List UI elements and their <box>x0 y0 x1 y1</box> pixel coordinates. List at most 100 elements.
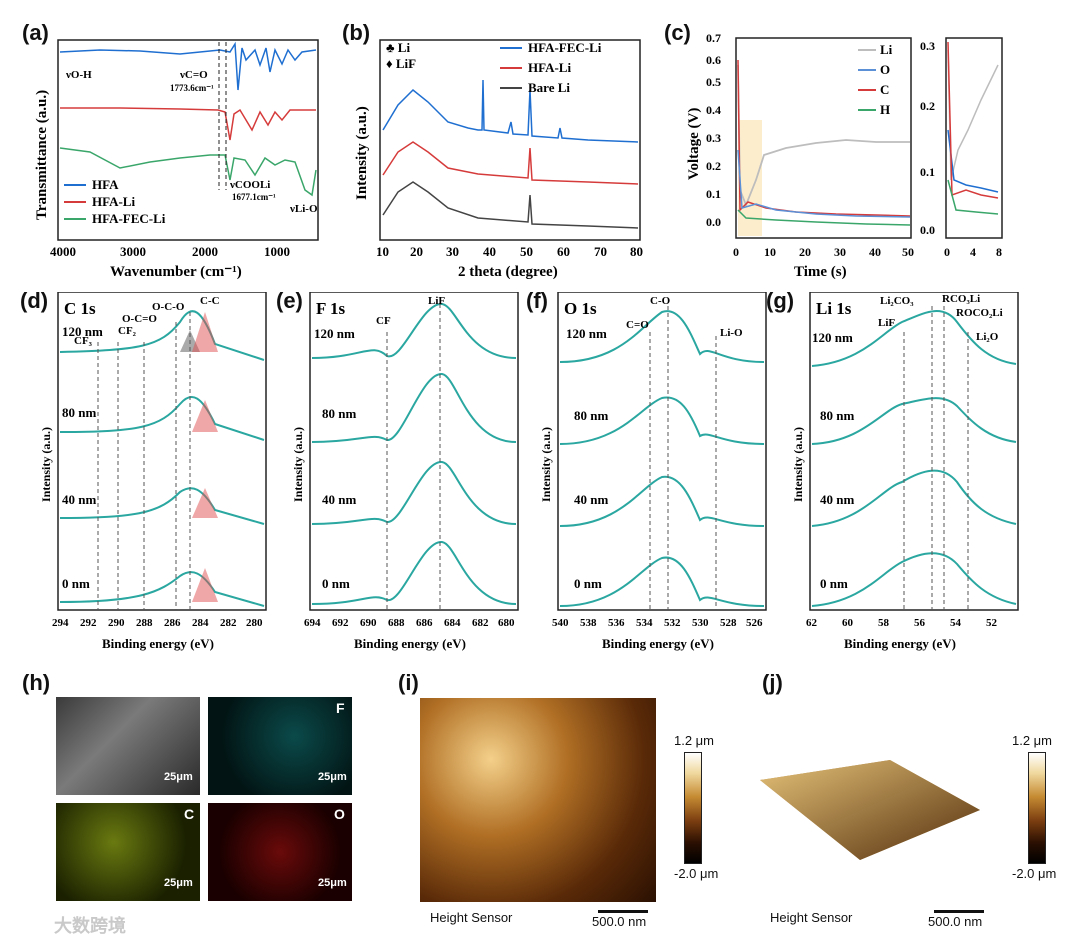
series-hfa-fec-li-xrd <box>382 79 639 143</box>
panel-b-label: (b) <box>342 20 371 45</box>
eds-o-map <box>208 803 352 901</box>
d-ylabel: Intensity (a.u.) <box>40 427 53 502</box>
panel-i-label: (i) <box>398 670 419 695</box>
c-inset-ytick-0: 0.0 <box>920 223 935 237</box>
c-inset-ytick-1: 0.1 <box>920 165 935 179</box>
c-ytick-5: 0.5 <box>706 75 721 89</box>
g-xtick-1: 60 <box>842 617 854 629</box>
f-peak-0: C=O <box>626 319 649 331</box>
legend-c-h: H <box>880 102 890 117</box>
d-depth-1: 80 nm <box>62 405 96 420</box>
ann-vcooli: νCOOLi <box>229 179 270 191</box>
legend-c-c: C <box>880 82 889 97</box>
d-depth-3: 0 nm <box>62 576 90 591</box>
afm-2d-image <box>420 698 656 902</box>
e-xtick-4: 686 <box>416 617 433 629</box>
panel-e-label: (e) <box>276 288 303 313</box>
b-xlabel: 2 theta (degree) <box>458 264 558 280</box>
g-peak-4: Li₂O <box>976 331 999 343</box>
c-ytick-1: 0.1 <box>706 187 721 201</box>
series-bare-li-xrd <box>382 181 639 229</box>
b-xtick-3: 40 <box>483 244 496 259</box>
d-depth-0: 120 nm <box>62 324 103 339</box>
f-depth-2: 40 nm <box>574 492 608 507</box>
f-depth-3: 0 nm <box>574 576 602 591</box>
f-depth-0: 120 nm <box>566 326 607 341</box>
ann-vlio: νLi-O <box>289 203 318 215</box>
g-peak-1: Li₂CO₃ <box>880 295 914 307</box>
d-xlabel: Binding energy (eV) <box>102 636 214 651</box>
e-depth-1: 80 nm <box>322 406 356 421</box>
afm-j-cb-top: 1.2 μm <box>1012 733 1053 748</box>
legend-b-1: HFA-Li <box>528 60 571 75</box>
g-xtick-3: 56 <box>914 617 926 629</box>
panel-h-label: (h) <box>22 670 51 695</box>
c-xtick-0: 0 <box>733 245 739 259</box>
a-xtick-3: 1000 <box>264 244 290 259</box>
sem-image <box>56 697 200 795</box>
f-xtick-0: 540 <box>552 617 569 629</box>
afm-j-caption: Height Sensor <box>770 910 853 925</box>
panel-g-label: (g) <box>766 288 795 313</box>
c-xtick-1: 10 <box>764 245 776 259</box>
voltage-chart: Li O C H 0.0 0.1 0.2 0.3 0.4 0.5 0.6 0.7… <box>686 31 1003 280</box>
eds-o-label: O <box>334 806 345 822</box>
d-peak-4: C-C <box>200 295 220 307</box>
c-ylabel: Voltage (V) <box>686 108 702 180</box>
d-peak-3: O-C-O <box>152 301 185 313</box>
f-xtick-7: 526 <box>746 617 763 629</box>
afm-j-scale: 500.0 nm <box>928 914 983 929</box>
e-peak-1: LiF <box>428 295 445 307</box>
c-ytick-0: 0.0 <box>706 215 721 229</box>
ftir-chart: νO-H νC=O 1773.6cm⁻¹ νCOOLi 1677.1cm⁻¹ ν… <box>34 39 319 280</box>
legend-b-0: HFA-FEC-Li <box>528 40 602 55</box>
ann-vco-val: 1773.6cm⁻¹ <box>170 83 214 93</box>
ann-vco: νC=O <box>179 69 208 81</box>
c-inset-xtick-0: 0 <box>944 245 950 259</box>
d-xtick-5: 284 <box>192 617 209 629</box>
e-depth-0: 120 nm <box>314 326 355 341</box>
g-title: Li 1s <box>816 299 852 318</box>
watermark: 大数跨境 <box>54 916 126 936</box>
g-depth-0: 120 nm <box>812 330 853 345</box>
panel-a-label: (a) <box>22 20 49 45</box>
e-xtick-3: 688 <box>388 617 405 629</box>
b-ylabel: Intensity (a.u.) <box>354 106 370 200</box>
series-h-line <box>737 209 911 226</box>
afm-i-scalebar <box>598 910 648 913</box>
e-xlabel: Binding energy (eV) <box>354 636 466 651</box>
e-depth-3: 0 nm <box>322 576 350 591</box>
b-xtick-4: 50 <box>520 244 533 259</box>
d-xtick-3: 288 <box>136 617 153 629</box>
eds-f-label: F <box>336 700 345 716</box>
f-xtick-5: 530 <box>692 617 709 629</box>
f-xtick-3: 534 <box>636 617 653 629</box>
series-hfa-li-xrd <box>382 141 639 185</box>
legend-hfa-fec-li: HFA-FEC-Li <box>92 211 166 226</box>
xps-f1s-chart: F 1s CF LiF 120 nm 80 nm 40 nm 0 nm 694 … <box>292 292 519 651</box>
g-depth-3: 0 nm <box>820 576 848 591</box>
xps-c1s-chart: C 1s CF₃ CF₂ O-C=O O-C-O C-C 120 nm 80 n… <box>40 292 267 651</box>
d-xtick-1: 292 <box>80 617 97 629</box>
a-xlabel: Wavenumber (cm⁻¹) <box>110 264 242 280</box>
legend-c-li: Li <box>880 42 893 57</box>
c-xtick-5: 50 <box>902 245 914 259</box>
f-xtick-4: 532 <box>664 617 681 629</box>
d-xtick-4: 286 <box>164 617 181 629</box>
legend-hfa-li: HFA-Li <box>92 194 135 209</box>
f-peak-1: C-O <box>650 295 671 307</box>
xps-o1s-chart: O 1s C=O C-O Li-O 120 nm 80 nm 40 nm 0 n… <box>540 292 767 651</box>
e-xtick-0: 694 <box>304 617 321 629</box>
afm-3d-image <box>760 760 980 860</box>
d-peak-2: O-C=O <box>122 313 157 325</box>
b-xtick-7: 80 <box>630 244 643 259</box>
b-xtick-5: 60 <box>557 244 570 259</box>
d-depth-2: 40 nm <box>62 492 96 507</box>
e-title: F 1s <box>316 299 346 318</box>
panel-c-label: (c) <box>664 20 691 45</box>
g-xtick-2: 58 <box>878 617 890 629</box>
c-xtick-3: 30 <box>834 245 846 259</box>
afm-j-scalebar <box>934 910 984 913</box>
afm-i-scale: 500.0 nm <box>592 914 647 929</box>
ann-voh: νO-H <box>65 69 92 81</box>
